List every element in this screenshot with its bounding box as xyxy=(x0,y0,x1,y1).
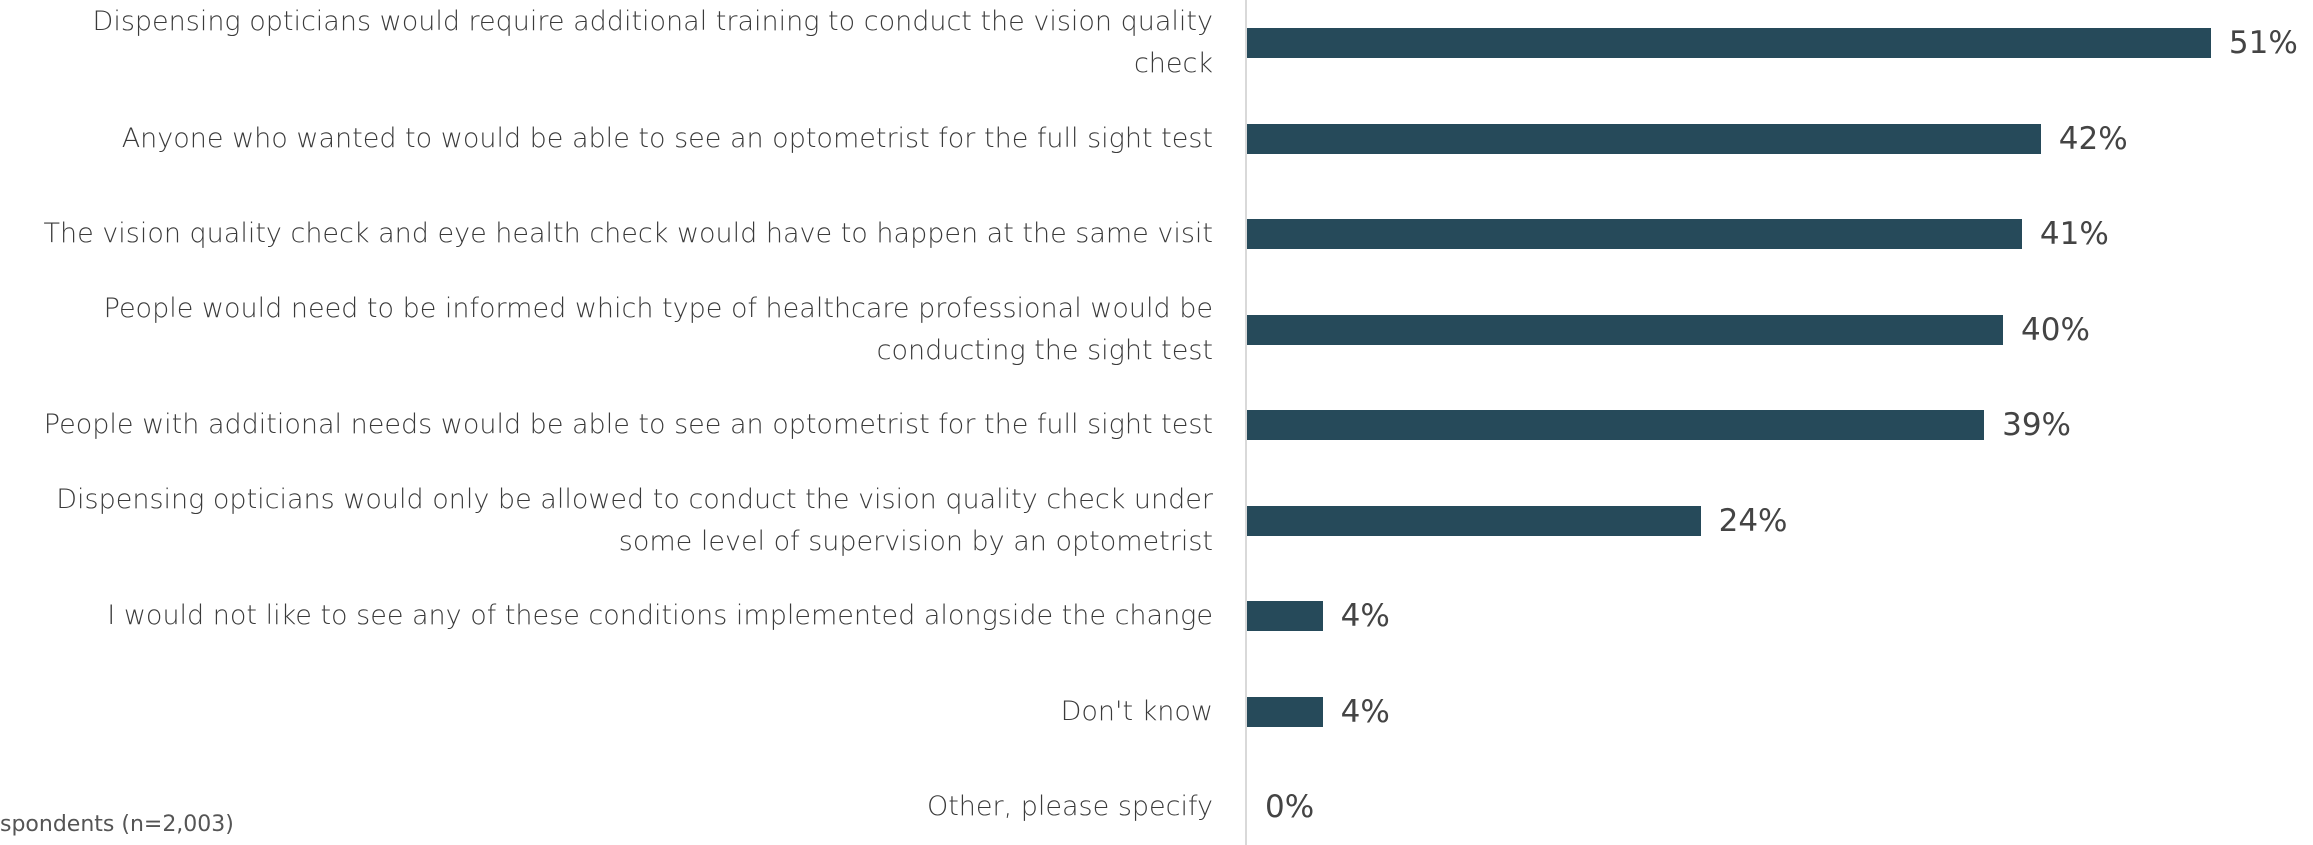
value-label: 24% xyxy=(1718,502,1788,539)
value-label: 39% xyxy=(2002,407,2071,443)
value-label: 4% xyxy=(1340,693,1390,730)
category-label: People would need to be informed which t… xyxy=(103,292,1213,366)
axis-line xyxy=(1245,0,1247,845)
value-label: 42% xyxy=(2058,120,2128,157)
bar xyxy=(1247,28,2211,58)
bar xyxy=(1247,410,1985,440)
bar xyxy=(1247,696,1323,727)
category-label: The vision quality check and eye health … xyxy=(43,218,1213,249)
category-label: Other, please specify xyxy=(926,791,1213,822)
footnote: spondents (n=2,003) xyxy=(0,812,234,837)
bar xyxy=(1247,601,1323,631)
category-label: I would not like to see any of these con… xyxy=(107,600,1213,631)
value-label: 41% xyxy=(2039,216,2109,252)
bar xyxy=(1247,505,1701,536)
value-label: 40% xyxy=(2021,311,2090,348)
value-label: 0% xyxy=(1265,789,1315,825)
category-label: Anyone who wanted to would be able to se… xyxy=(121,122,1213,154)
category-label: Dispensing opticians would require addit… xyxy=(92,6,1213,79)
bar xyxy=(1247,123,2041,154)
bar xyxy=(1247,314,2003,345)
value-label: 51% xyxy=(2228,25,2298,61)
category-label: Dispensing opticians would only be allow… xyxy=(56,483,1213,557)
value-label: 4% xyxy=(1340,598,1390,634)
category-label: Don't know xyxy=(1060,695,1213,727)
category-label: People with additional needs would be ab… xyxy=(43,409,1213,440)
bar xyxy=(1247,219,2022,249)
